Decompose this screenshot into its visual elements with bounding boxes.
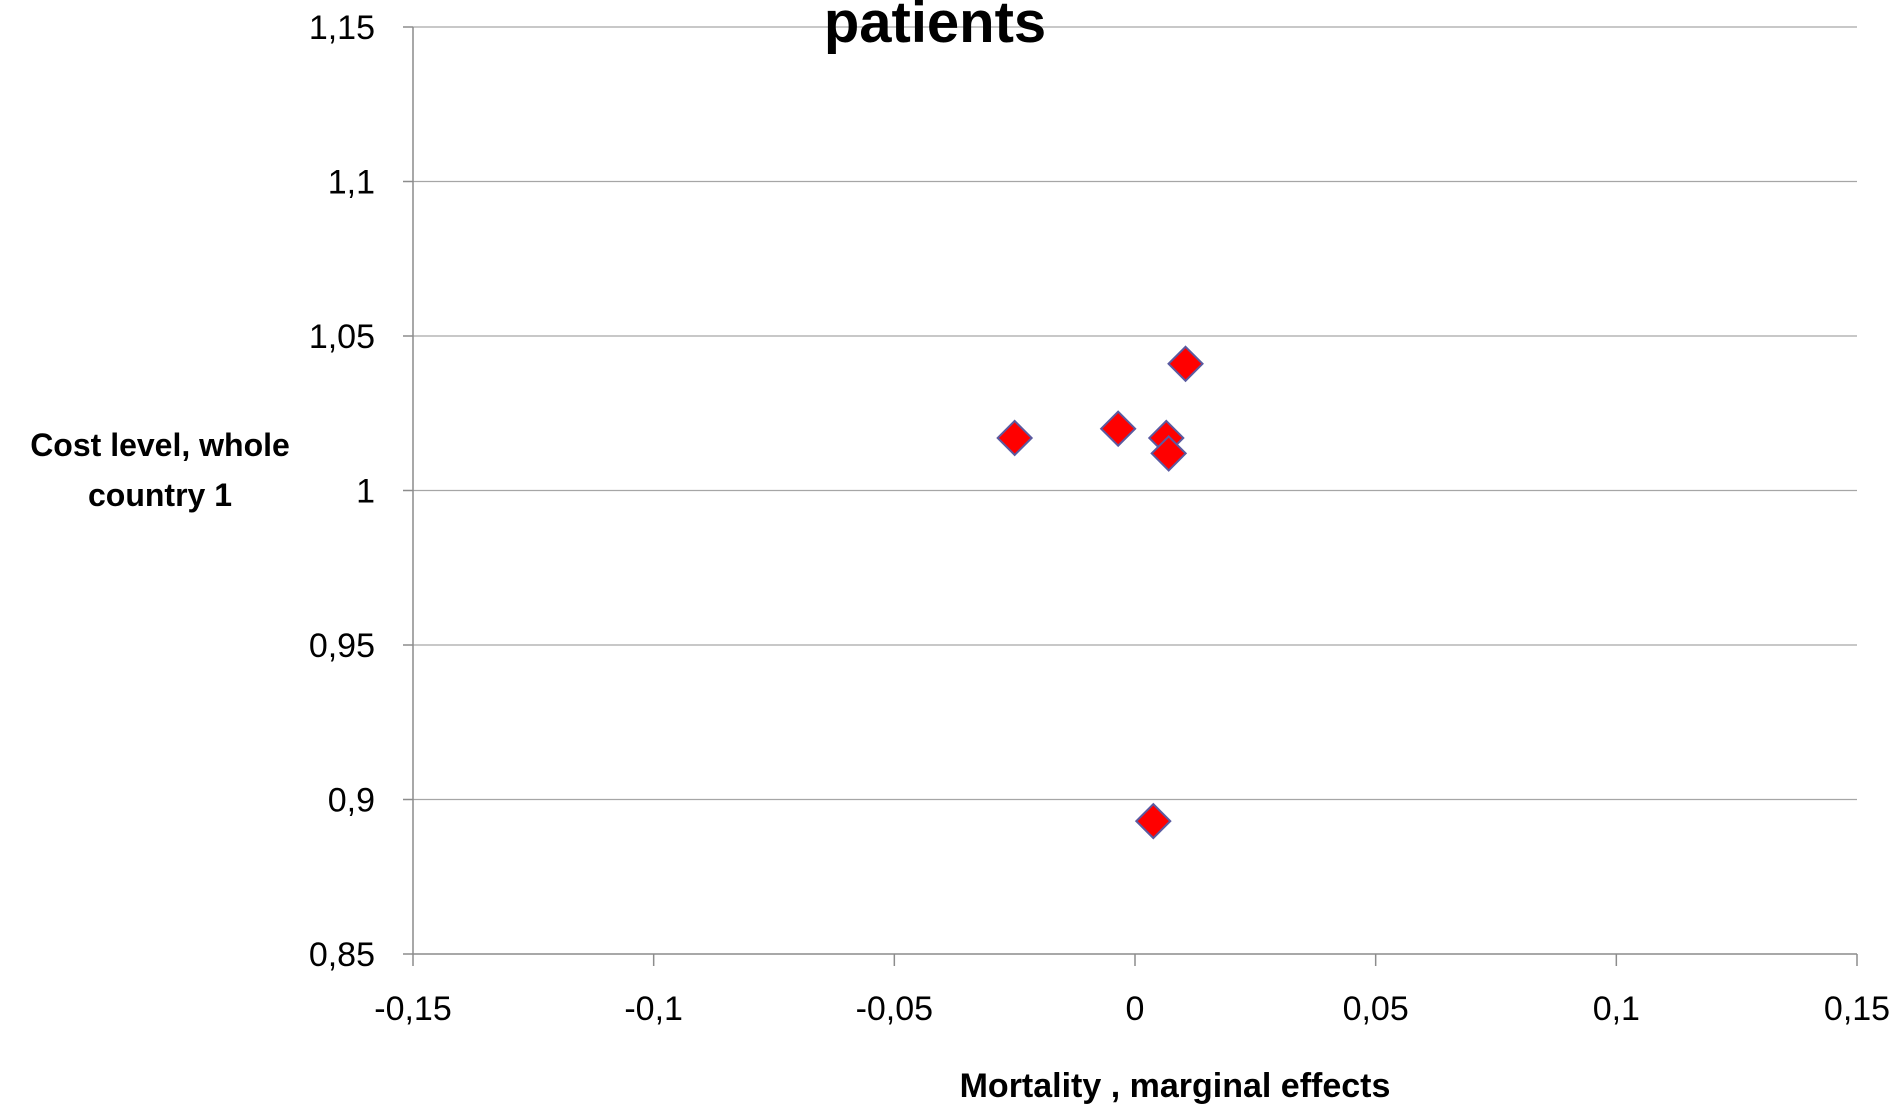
x-tick-label: 0,1 bbox=[1593, 990, 1640, 1028]
y-tick-label: 0,9 bbox=[328, 782, 375, 820]
gridlines bbox=[413, 26, 1857, 801]
chart-title: patients bbox=[824, 0, 1046, 55]
x-tick-label: 0,15 bbox=[1824, 990, 1890, 1028]
y-tick-label: 0,95 bbox=[309, 627, 375, 665]
x-tick-label: -0,05 bbox=[856, 990, 934, 1028]
y-tick-label: 1,05 bbox=[309, 318, 375, 356]
y-axis-ticks: 0,85 0,9 0,95 1 1,05 1,1 1,15 bbox=[309, 9, 413, 974]
y-tick-label: 1,15 bbox=[309, 9, 375, 47]
x-tick-label: 0 bbox=[1126, 990, 1145, 1028]
y-tick-label: 1 bbox=[356, 473, 375, 511]
x-axis-ticks: -0,15 -0,1 -0,05 0 0,05 0,1 0,15 bbox=[374, 954, 1890, 1028]
x-tick-label: 0,05 bbox=[1343, 990, 1409, 1028]
data-point bbox=[1099, 410, 1137, 448]
y-tick-label: 0,85 bbox=[309, 936, 375, 974]
y-axis-label-line-2: country 1 bbox=[88, 477, 232, 513]
x-tick-label: -0,15 bbox=[374, 990, 452, 1028]
x-tick-label: -0,1 bbox=[624, 990, 683, 1028]
x-axis-label: Mortality , marginal effects bbox=[960, 1067, 1391, 1105]
data-points bbox=[996, 345, 1204, 840]
y-tick-label: 1,1 bbox=[328, 164, 375, 202]
y-axis-label-line-1: Cost level, whole bbox=[30, 427, 290, 463]
data-point bbox=[1150, 435, 1188, 472]
data-point bbox=[1167, 345, 1204, 383]
data-point bbox=[1134, 802, 1172, 840]
data-point bbox=[996, 419, 1034, 457]
